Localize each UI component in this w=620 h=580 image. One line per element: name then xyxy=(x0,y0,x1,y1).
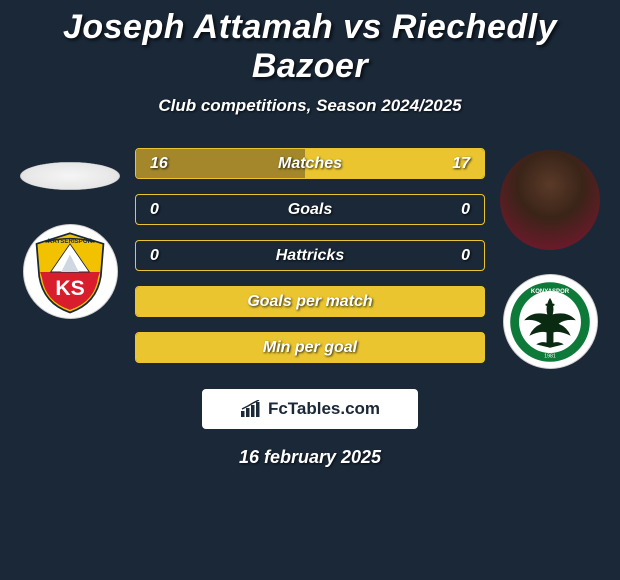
svg-text:KS: KS xyxy=(55,276,84,299)
kayserispor-crest-icon: KS KAYSERISPOR xyxy=(26,228,114,316)
stat-row: Goals per match xyxy=(135,286,485,317)
stat-label: Goals per match xyxy=(136,293,484,311)
stat-row: 0Hattricks0 xyxy=(135,240,485,271)
right-player-column: KONYASPOR 1981 xyxy=(485,144,615,369)
konyaspor-crest-icon: KONYASPOR 1981 xyxy=(507,279,593,365)
left-player-column: KS KAYSERISPOR xyxy=(5,144,135,319)
stat-label: Hattricks xyxy=(136,247,484,265)
stat-label: Matches xyxy=(136,155,484,173)
footer-site-label: FcTables.com xyxy=(268,399,380,419)
player-right-avatar xyxy=(500,150,600,250)
player-left-avatar xyxy=(20,162,120,190)
svg-text:KONYASPOR: KONYASPOR xyxy=(531,288,570,294)
comparison-card: Joseph Attamah vs Riechedly Bazoer Club … xyxy=(0,0,620,580)
stat-label: Goals xyxy=(136,201,484,219)
page-subtitle: Club competitions, Season 2024/2025 xyxy=(0,96,620,116)
stat-label: Min per goal xyxy=(136,339,484,357)
svg-text:KAYSERISPOR: KAYSERISPOR xyxy=(48,237,93,244)
footer-site-badge[interactable]: FcTables.com xyxy=(202,389,418,429)
stat-row: Min per goal xyxy=(135,332,485,363)
page-title: Joseph Attamah vs Riechedly Bazoer xyxy=(0,8,620,86)
chart-icon xyxy=(240,400,262,418)
player-right-club-logo: KONYASPOR 1981 xyxy=(503,274,598,369)
player-left-club-logo: KS KAYSERISPOR xyxy=(23,224,118,319)
stat-row: 0Goals0 xyxy=(135,194,485,225)
content-row: KS KAYSERISPOR 16Matches17 0Goals0 0Hattri… xyxy=(0,144,620,369)
stat-row: 16Matches17 xyxy=(135,148,485,179)
svg-text:1981: 1981 xyxy=(544,353,556,359)
stat-bars: 16Matches17 0Goals0 0Hattricks0 Goals per m… xyxy=(135,148,485,363)
footer-date: 16 february 2025 xyxy=(0,447,620,468)
